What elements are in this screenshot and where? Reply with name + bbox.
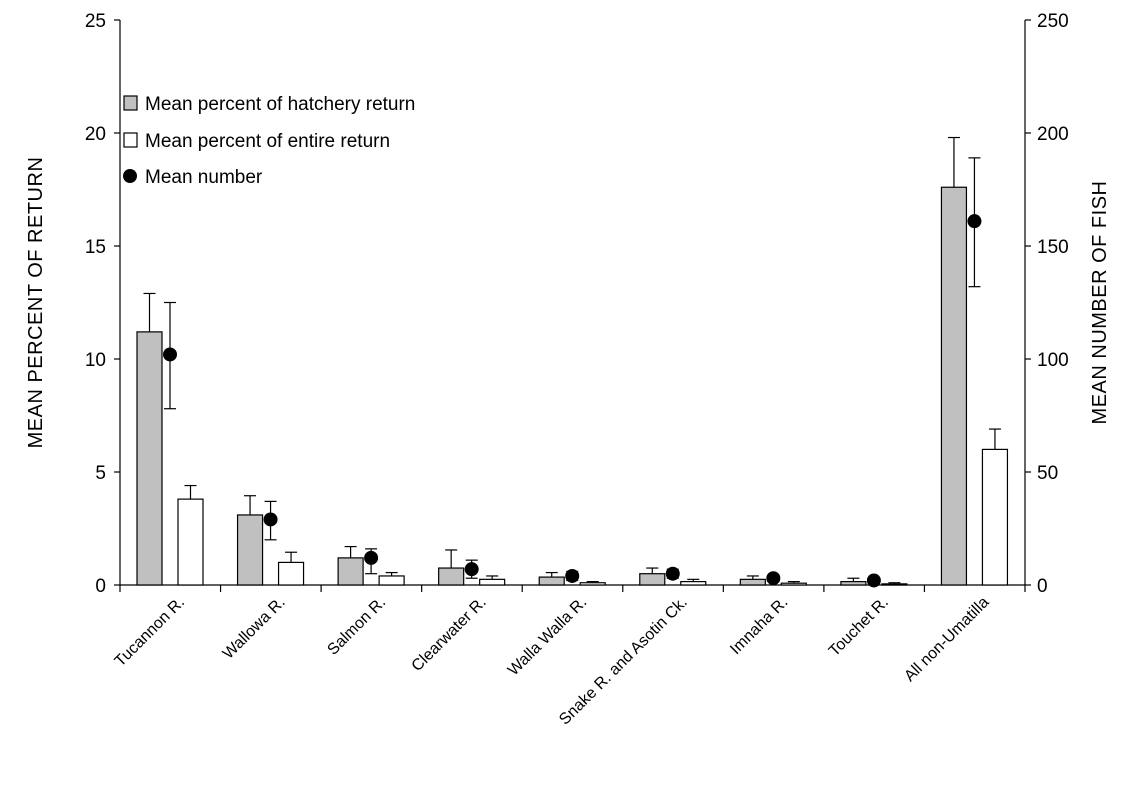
entire-return-bar: [981, 448, 1009, 586]
entire-return-bar: [680, 581, 707, 586]
mean-number-point: [565, 568, 580, 583]
mean-number-point: [866, 573, 881, 588]
entire-return-bar: [378, 575, 405, 586]
mean-number-point: [163, 347, 177, 362]
mean-number-point: [464, 562, 479, 577]
right-tick-label: 250: [1037, 11, 1069, 32]
right-tick-label: 200: [1037, 124, 1069, 145]
right-tick-label: 50: [1037, 463, 1058, 484]
category-label: Clearwater R.: [409, 594, 490, 675]
legend-label: Mean percent of entire return: [145, 131, 390, 152]
legend-label: Mean number: [145, 167, 263, 188]
category-label: All non-Umatilla: [901, 594, 992, 685]
hatchery-return-bar: [840, 581, 867, 586]
right-axis-title: MEAN NUMBER OF FISH: [1089, 181, 1111, 425]
hatchery-return-bar: [136, 331, 163, 586]
hatchery-return-bar: [236, 514, 264, 586]
category-label: Tucannon R.: [112, 594, 188, 670]
left-tick-label: 10: [85, 350, 106, 371]
legend-label: Mean percent of hatchery return: [145, 94, 415, 115]
chart-legend: Mean percent of hatchery return Mean perc…: [123, 94, 415, 188]
hatchery-return-bar: [739, 578, 766, 586]
category-label: Touchet R.: [826, 594, 892, 660]
chart-axes: [114, 19, 1031, 592]
left-tick-label: 0: [95, 576, 106, 597]
hatchery-return-bar: [940, 186, 968, 586]
mean-number-point: [967, 214, 982, 229]
right-tick-label: 150: [1037, 237, 1069, 258]
category-label: Walla Walla R.: [505, 594, 590, 679]
entire-return-bar: [881, 583, 908, 586]
mean-number-point: [665, 566, 680, 581]
left-tick-label: 5: [95, 463, 106, 484]
right-tick-label: 100: [1037, 350, 1069, 371]
right-tick-label: 0: [1037, 576, 1048, 597]
entire-return-bar: [177, 498, 204, 586]
mean-number-point: [364, 550, 379, 565]
legend-swatch: [123, 95, 138, 111]
entire-return-bar: [579, 582, 606, 586]
legend-marker: [123, 169, 137, 183]
hatchery-return-bar: [438, 567, 465, 586]
chart-bars: [136, 136, 1009, 586]
mean-number-point: [766, 571, 781, 586]
category-label: Wallowa R.: [220, 594, 289, 663]
chart-points: [163, 157, 982, 588]
hatchery-return-bar: [639, 573, 666, 586]
left-tick-label: 25: [85, 11, 106, 32]
left-axis-title: MEAN PERCENT OF RETURN: [25, 157, 47, 449]
mean-number-point: [263, 512, 278, 527]
entire-return-bar: [780, 582, 807, 586]
hatchery-return-bar: [337, 557, 364, 586]
left-tick-label: 15: [85, 237, 106, 258]
hatchery-return-bar: [538, 576, 565, 586]
legend-swatch: [123, 132, 138, 148]
category-label: Salmon R.: [324, 594, 389, 659]
entire-return-bar: [277, 561, 305, 586]
entire-return-bar: [479, 578, 506, 586]
left-tick-label: 20: [85, 124, 106, 145]
category-label: Imnaha R.: [727, 594, 791, 658]
